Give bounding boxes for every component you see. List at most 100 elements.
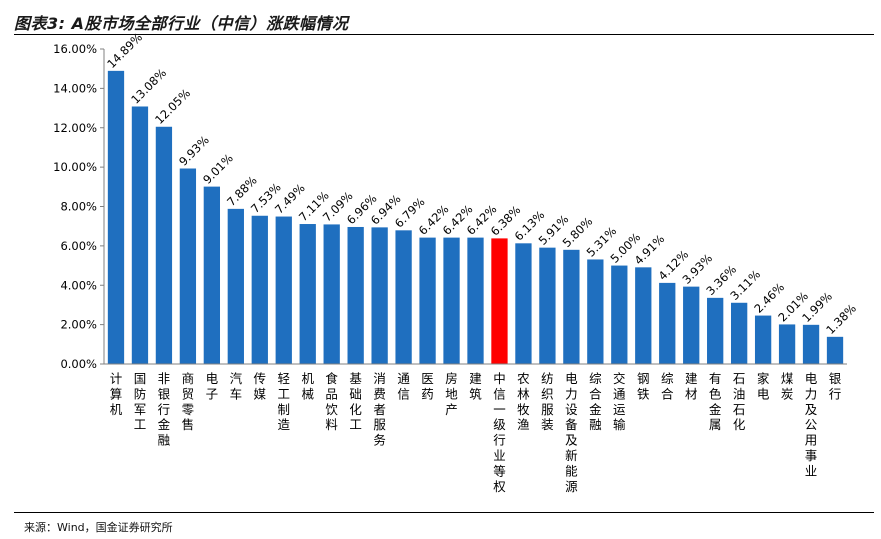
bar [203, 186, 221, 364]
category-label-char: 家 [757, 371, 770, 386]
category-label-char: 源 [565, 479, 578, 494]
bar [107, 70, 125, 365]
bar [730, 302, 748, 364]
bar [826, 336, 844, 364]
category-label-char: 制 [278, 402, 291, 417]
category-label-char: 石 [733, 371, 746, 386]
category-label-char: 装 [541, 417, 554, 432]
title-divider [14, 34, 874, 35]
category-label-char: 军 [134, 402, 147, 417]
bar [491, 238, 508, 364]
category-label-char: 通 [397, 371, 410, 386]
bar [371, 227, 388, 364]
category-label-char: 备 [565, 417, 578, 432]
category-label-char: 信 [493, 386, 506, 401]
category-label-char: 信 [397, 386, 410, 401]
category-label-char: 媒 [254, 386, 267, 401]
category-label-char: 通 [613, 386, 626, 401]
category-label-char: 综 [589, 371, 602, 386]
category-label-char: 油 [733, 386, 746, 401]
bar [251, 215, 268, 364]
category-label-char: 及 [565, 433, 578, 448]
category-label-char: 林 [517, 386, 530, 401]
category-label-char: 牧 [517, 402, 530, 417]
category-label-char: 炭 [781, 386, 794, 401]
data-label: 14.89% [104, 30, 145, 71]
category-label-char: 车 [230, 386, 243, 401]
data-label: 1.38% [823, 301, 859, 337]
bar [635, 267, 652, 364]
category-label-char: 级 [493, 417, 506, 432]
figure-title: 图表3: A股市场全部行业（中信）涨跌幅情况 [14, 14, 349, 33]
category-label-char: 等 [493, 463, 506, 478]
category-label-char: 筑 [469, 386, 482, 401]
category-label-char: 电 [565, 371, 578, 386]
category-label-char: 机 [110, 402, 123, 417]
category-label-char: 行 [493, 433, 506, 448]
bar [299, 224, 316, 364]
category-label-char: 食 [325, 371, 338, 386]
category-label-char: 设 [565, 402, 578, 417]
category-label-char: 事 [805, 448, 818, 463]
bar [539, 247, 556, 364]
category-label-char: 权 [493, 479, 506, 494]
category-label-char: 品 [325, 386, 338, 401]
y-tick-label: 14.00% [53, 81, 97, 95]
category-label-char: 药 [421, 386, 434, 401]
bar [275, 216, 292, 364]
category-label-char: 行 [829, 386, 842, 401]
category-label-char: 础 [349, 386, 362, 401]
bar [227, 208, 244, 364]
y-tick-label: 12.00% [53, 121, 97, 135]
category-label-char: 汽 [230, 371, 243, 386]
category-label-char: 医 [421, 371, 434, 386]
category-label-char: 化 [733, 417, 746, 432]
category-label-char: 交 [613, 371, 626, 386]
data-label: 9.01% [200, 151, 236, 187]
category-label-char: 合 [661, 386, 674, 401]
category-label-char: 服 [373, 417, 386, 432]
category-label-char: 用 [805, 433, 818, 448]
category-label-char: 织 [541, 386, 554, 401]
category-label-char: 融 [589, 417, 602, 432]
y-tick-label: 0.00% [60, 357, 97, 371]
bar [347, 226, 364, 364]
bar [587, 259, 604, 364]
category-label-char: 务 [373, 433, 386, 448]
category-label-char: 渔 [517, 417, 530, 432]
category-label-char: 电 [206, 371, 219, 386]
category-label-char: 有 [709, 371, 722, 386]
bar [179, 168, 197, 364]
bar [515, 243, 532, 364]
category-label-char: 煤 [781, 371, 794, 386]
category-label-char: 工 [278, 386, 291, 401]
category-label-char: 饮 [325, 402, 338, 417]
bar [802, 324, 820, 364]
category-label-char: 输 [613, 417, 626, 432]
category-label-char: 电 [805, 371, 818, 386]
bar [611, 265, 628, 364]
category-label-char: 贸 [182, 386, 195, 401]
category-label-char: 零 [182, 402, 195, 417]
bar [323, 224, 340, 364]
category-label-char: 一 [493, 402, 506, 417]
bar [659, 282, 676, 364]
category-label-char: 合 [589, 386, 602, 401]
category-label-char: 金 [589, 402, 602, 417]
category-label-char: 售 [182, 417, 195, 432]
category-label-char: 属 [709, 417, 722, 432]
y-tick-label: 6.00% [60, 239, 97, 253]
category-label-char: 力 [805, 386, 818, 401]
bar [155, 126, 173, 364]
category-label-char: 及 [805, 402, 818, 417]
category-label-char: 建 [469, 371, 482, 386]
category-label-char: 商 [182, 371, 195, 386]
bar [778, 324, 796, 364]
category-label-char: 公 [805, 417, 818, 432]
bar [443, 237, 460, 364]
category-label-char: 产 [445, 402, 458, 417]
category-label-char: 工 [134, 417, 147, 432]
bar [467, 237, 484, 364]
category-label-char: 基 [349, 371, 362, 386]
